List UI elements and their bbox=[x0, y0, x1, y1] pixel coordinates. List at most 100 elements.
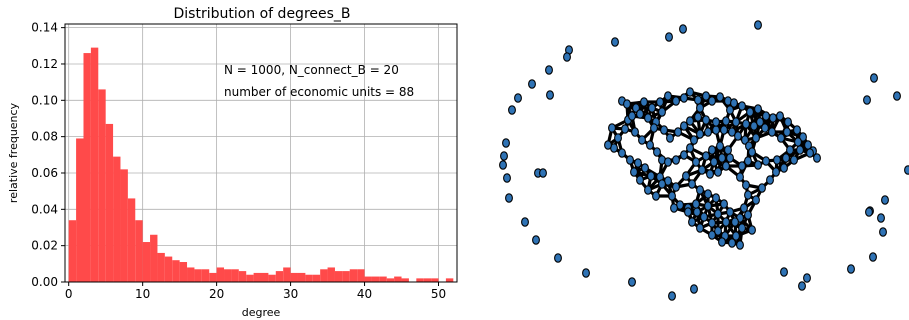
histogram-bar bbox=[416, 278, 424, 282]
y-axis-label: relative frequency bbox=[7, 102, 20, 203]
network-node bbox=[736, 172, 744, 182]
network-node bbox=[658, 179, 666, 189]
histogram-bar bbox=[246, 274, 254, 282]
x-tick-label: 10 bbox=[135, 287, 150, 301]
histogram-bar bbox=[268, 274, 276, 282]
network-node bbox=[726, 207, 734, 217]
network-node bbox=[756, 117, 764, 127]
network-node bbox=[646, 140, 654, 150]
histogram-bar bbox=[83, 53, 91, 283]
network-node bbox=[686, 87, 694, 97]
network-node bbox=[722, 217, 730, 227]
histogram-bar bbox=[135, 220, 143, 282]
isolated-node bbox=[780, 267, 788, 277]
network-node bbox=[688, 179, 696, 189]
histogram-bar bbox=[275, 271, 284, 282]
isolated-node bbox=[679, 24, 687, 34]
network-node bbox=[726, 153, 734, 163]
histogram-bar bbox=[445, 278, 454, 282]
histogram-bar bbox=[423, 278, 432, 282]
y-axis-ticks: 0.00 0.02 0.04 0.06 0.08 0.10 0.12 0.14 bbox=[31, 21, 65, 289]
network-node bbox=[718, 153, 726, 163]
network-node bbox=[686, 116, 694, 126]
network-node bbox=[630, 167, 638, 177]
network-node bbox=[772, 167, 780, 177]
network-node bbox=[712, 125, 720, 135]
network-node bbox=[672, 182, 680, 192]
network-node bbox=[790, 155, 798, 165]
network-node bbox=[664, 91, 672, 101]
network-node bbox=[793, 125, 801, 135]
x-tick-label: 30 bbox=[283, 287, 298, 301]
histogram-bar bbox=[216, 267, 225, 282]
x-axis-label: degree bbox=[242, 306, 281, 319]
network-node bbox=[722, 161, 730, 171]
annotation-line-1: N = 1000, N_connect_B = 20 bbox=[224, 63, 399, 77]
network-node bbox=[714, 209, 722, 219]
isolated-node bbox=[508, 105, 516, 115]
network-node bbox=[740, 203, 748, 213]
isolated-node bbox=[582, 268, 590, 278]
histogram-bar bbox=[68, 220, 77, 282]
network-node bbox=[680, 121, 688, 131]
isolated-node bbox=[545, 65, 553, 75]
isolated-node bbox=[532, 235, 540, 245]
network-node bbox=[694, 95, 702, 105]
network-node bbox=[680, 150, 688, 160]
network-node bbox=[731, 217, 739, 227]
histogram-bar bbox=[194, 269, 202, 282]
histogram-bar bbox=[105, 123, 114, 282]
histogram-bar bbox=[297, 272, 306, 282]
histogram-bar bbox=[90, 47, 99, 282]
isolated-node bbox=[754, 20, 762, 30]
histogram-bar bbox=[261, 272, 269, 282]
histogram-bar bbox=[394, 276, 402, 282]
isolated-node bbox=[865, 207, 873, 217]
histogram-bar bbox=[164, 256, 173, 282]
network-node bbox=[744, 210, 752, 220]
network-node bbox=[702, 151, 710, 161]
histogram-bar bbox=[224, 269, 232, 282]
isolated-node bbox=[611, 37, 619, 47]
network-node bbox=[742, 180, 750, 190]
isolated-node bbox=[869, 252, 877, 262]
y-tick-label: 0.00 bbox=[31, 275, 58, 289]
y-tick-label: 0.14 bbox=[31, 21, 58, 35]
isolated-node bbox=[563, 52, 571, 62]
y-tick-label: 0.10 bbox=[31, 93, 58, 107]
network-node bbox=[728, 127, 736, 137]
histogram-bar bbox=[172, 260, 180, 282]
network-node bbox=[720, 199, 728, 209]
network-node bbox=[614, 133, 622, 143]
histogram-bar bbox=[187, 267, 195, 282]
network-node bbox=[704, 127, 712, 137]
network-node bbox=[730, 98, 738, 108]
network-node bbox=[638, 135, 646, 145]
network-node bbox=[702, 91, 710, 101]
histogram-bar bbox=[76, 138, 84, 282]
network-node bbox=[672, 96, 680, 106]
network-node bbox=[762, 111, 770, 121]
network-node bbox=[644, 185, 652, 195]
network-node bbox=[754, 104, 762, 114]
network-node bbox=[652, 191, 660, 201]
network-node bbox=[728, 238, 736, 248]
network-node bbox=[710, 157, 718, 167]
network-node bbox=[748, 147, 756, 157]
network-node bbox=[806, 148, 814, 158]
isolated-node bbox=[690, 284, 698, 294]
annotation-line-2: number of economic units = 88 bbox=[224, 85, 414, 99]
isolated-node bbox=[499, 160, 507, 170]
network-node bbox=[750, 121, 758, 131]
isolated-node bbox=[554, 253, 562, 263]
network-node bbox=[604, 140, 612, 150]
network-node bbox=[762, 156, 770, 166]
histogram-bar bbox=[253, 272, 261, 282]
network-node bbox=[752, 195, 760, 205]
network-node bbox=[742, 119, 750, 129]
histogram-bar bbox=[238, 271, 247, 282]
isolated-node bbox=[514, 93, 522, 103]
network-node bbox=[782, 153, 790, 163]
histogram-bar bbox=[231, 269, 239, 282]
network-node bbox=[741, 135, 749, 145]
